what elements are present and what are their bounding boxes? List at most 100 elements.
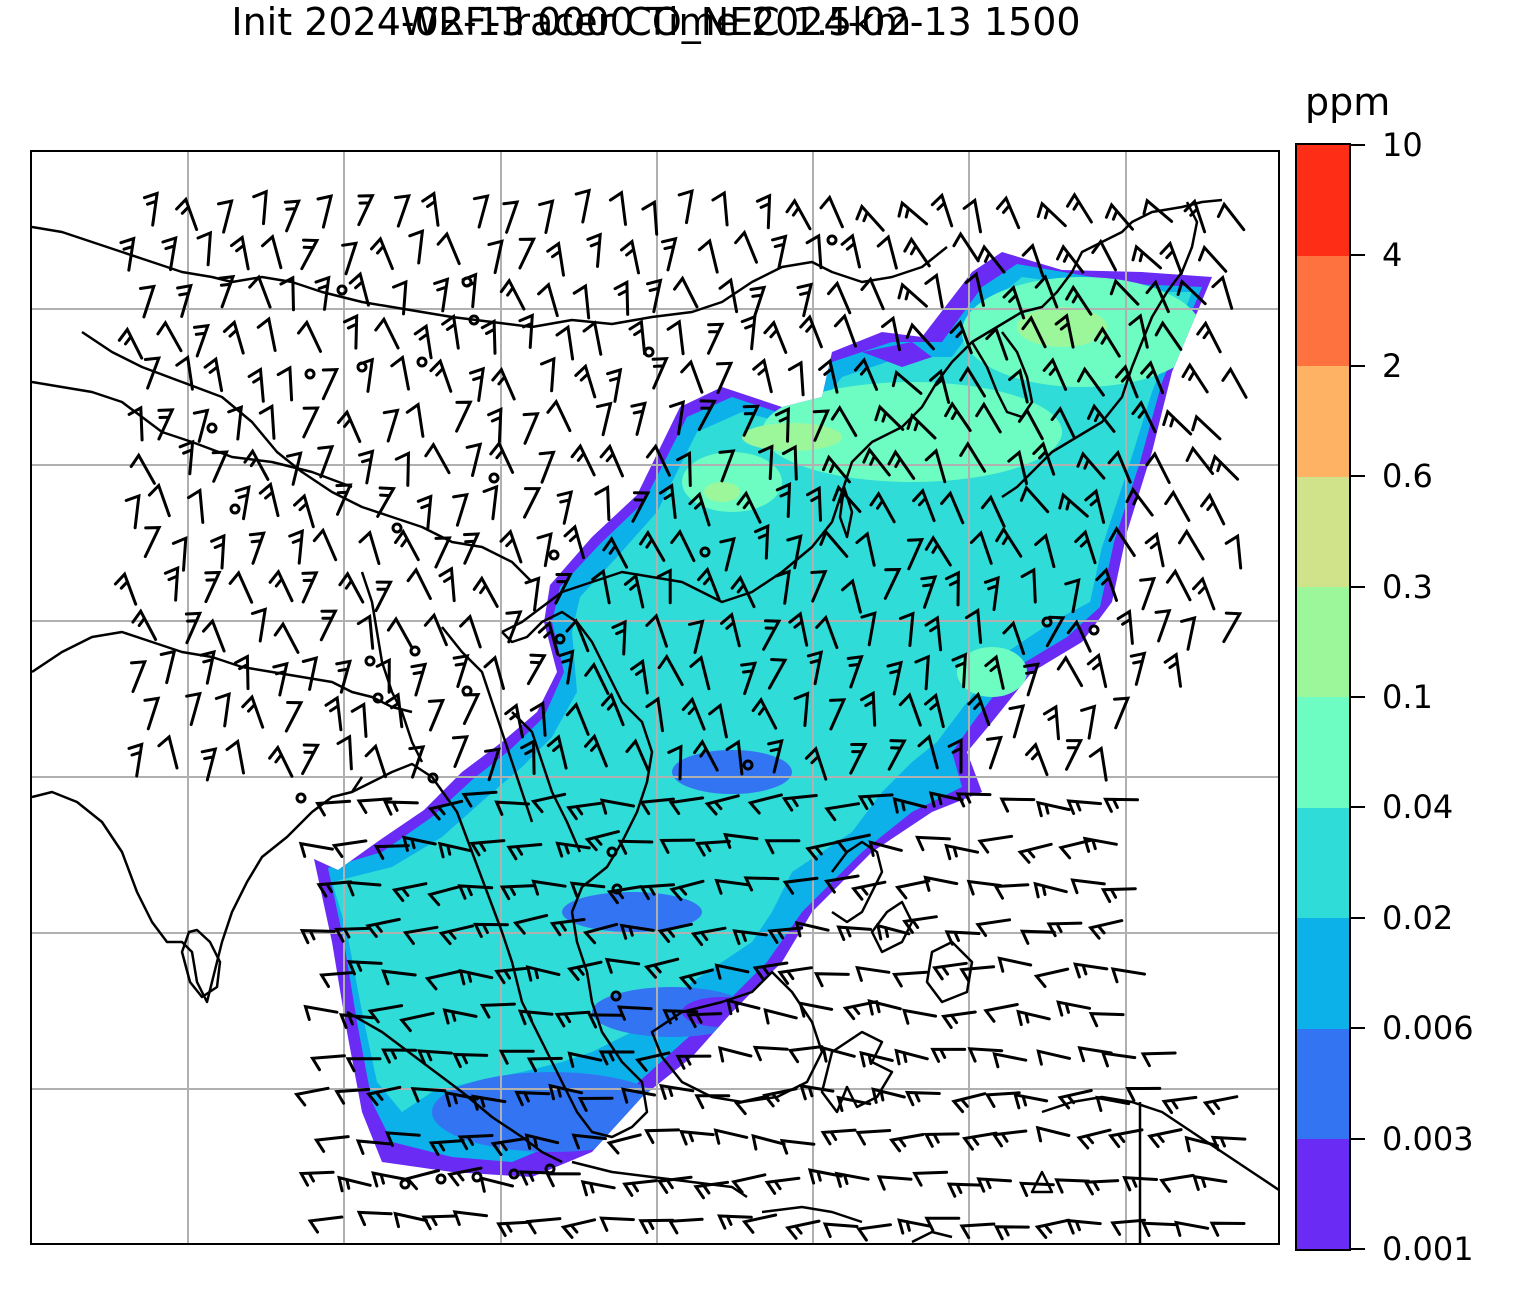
wind-barb [489,440,515,474]
wind-barb [386,616,414,649]
wind-barb [185,691,202,726]
wind-barb [394,451,411,487]
wind-barb [504,702,524,739]
wind-barb [335,659,352,694]
wind-barb [754,523,770,560]
wind-barb [891,970,928,988]
wind-barb [639,797,675,816]
colorbar-tick-label: 0.6 [1382,457,1433,496]
wind-barb [598,1050,635,1066]
wind-barb [807,1168,843,1185]
wind-barb [462,693,481,725]
wind-barb [1073,962,1109,979]
wind-barb [1107,1128,1144,1148]
wind-barb [975,401,1002,434]
wind-barb [433,277,450,313]
wind-barb [985,326,1009,361]
wind-barb [656,568,672,605]
calm-wind-circle [427,772,439,784]
wind-barb [599,1216,635,1232]
calm-wind-circle [699,546,711,558]
wind-barb [413,323,433,360]
wind-barb [1164,489,1191,522]
wind-barb [404,1169,441,1191]
wind-barb [480,318,497,355]
wind-barb [850,880,887,901]
wind-barb [917,734,939,770]
wind-barb [367,1004,404,1024]
wind-barb [228,570,254,604]
colorbar [1295,143,1351,1251]
wind-barb [977,244,1006,274]
wind-barb [1209,1221,1246,1237]
wind-barb [930,1047,967,1063]
wind-barb [717,1045,753,1063]
wind-barb [862,447,891,477]
wind-barb [966,879,1002,896]
wind-barb [1125,1086,1162,1102]
wind-barb [964,271,985,307]
wind-barb [860,690,877,727]
wind-barb [1086,652,1108,689]
wind-barb [479,1002,516,1019]
wind-barb [736,490,762,524]
wind-barb [558,649,575,685]
wind-barb [482,484,499,521]
wind-barb [1087,403,1116,433]
map-canvas[interactable] [32,152,1280,1245]
wind-barb [569,881,606,898]
wind-barb [951,1092,987,1114]
wind-barb [555,841,591,858]
wind-barb [261,234,283,270]
wind-barb [452,1210,488,1226]
wind-barb [210,533,226,570]
wind-barb [799,1084,835,1101]
wind-barb [853,357,879,391]
colorbar-tick-mark [1351,585,1365,588]
wind-barb [785,1219,821,1240]
colorbar-segment [1297,365,1349,477]
wind-barb [897,200,929,226]
wind-barb [1131,244,1162,270]
wind-barb [241,694,265,729]
wind-barb [437,841,473,859]
wind-barb [969,530,993,565]
wind-barb [912,488,936,523]
wind-barb [1036,1049,1071,1066]
wind-barb [711,190,729,227]
wind-barb [846,655,864,689]
wind-barb [384,1131,421,1147]
wind-barb [840,233,861,269]
wind-barb [755,193,772,230]
wind-barb [319,971,355,988]
calm-wind-circle [391,522,403,534]
wind-barb [625,738,650,772]
wind-barb [1076,451,1106,480]
map-panel[interactable] [30,150,1280,1245]
wind-barb [444,1090,479,1108]
wind-barb [1211,274,1234,310]
calm-wind-circle [372,692,384,704]
wind-barb [199,649,216,685]
wind-barb [749,285,767,320]
wind-barb [804,746,828,781]
wind-barb [855,203,885,232]
calm-wind-circle [742,759,754,771]
wind-barb [452,492,469,527]
wind-barb [723,832,759,849]
wind-barb [959,1222,996,1240]
wind-barb [871,1087,906,1104]
wind-barb [341,241,359,276]
wind-barb [512,913,549,935]
wind-barb [127,742,144,778]
wind-barb [1033,967,1070,988]
wind-barb [693,1180,730,1200]
wind-barb [980,494,1006,528]
wind-barb [1180,615,1197,651]
wind-barb [1070,878,1106,895]
wind-barb [1046,921,1083,938]
wind-barb [620,238,640,275]
wind-barb [822,454,851,484]
wind-barb [777,966,813,985]
wind-barb [714,878,750,895]
